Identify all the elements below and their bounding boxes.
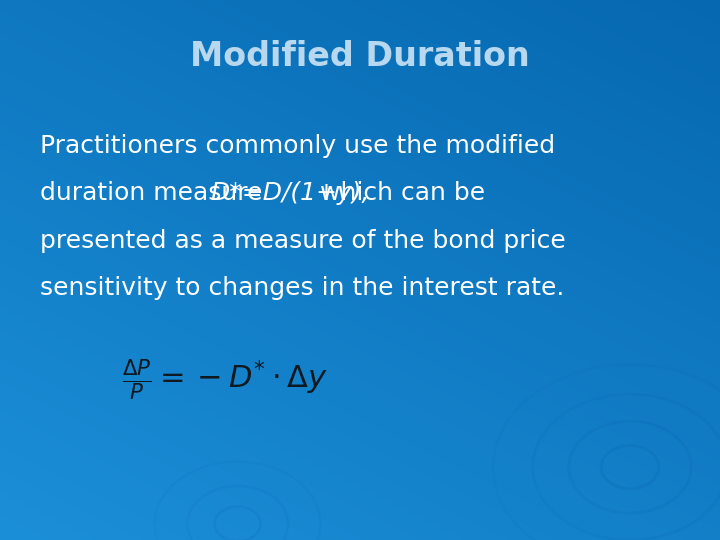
Text: D*=D/(1+y),: D*=D/(1+y), [210, 181, 370, 205]
Text: $\frac{\Delta P}{P} = -D^{*} \cdot \Delta y$: $\frac{\Delta P}{P} = -D^{*} \cdot \Delt… [122, 358, 328, 403]
Text: which can be: which can be [312, 181, 485, 205]
Text: Practitioners commonly use the modified: Practitioners commonly use the modified [40, 134, 554, 158]
Text: duration measure: duration measure [40, 181, 270, 205]
Text: presented as a measure of the bond price: presented as a measure of the bond price [40, 229, 565, 253]
Text: sensitivity to changes in the interest rate.: sensitivity to changes in the interest r… [40, 276, 564, 300]
Text: Modified Duration: Modified Duration [190, 40, 530, 73]
